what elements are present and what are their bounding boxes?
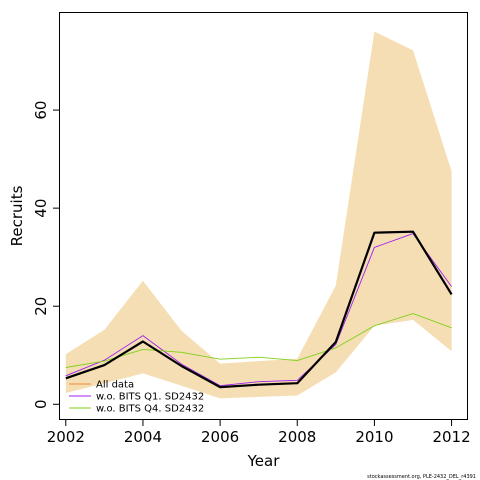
y-tick-label: 0 <box>32 400 50 410</box>
series-line-2 <box>65 233 452 387</box>
x-tick-label: 2002 <box>47 428 85 446</box>
x-tick-label: 2010 <box>355 428 393 446</box>
confidence-band <box>65 31 452 399</box>
y-axis: 0 20 40 60 <box>32 101 60 410</box>
plot-frame <box>59 12 468 420</box>
footnote: stockassessment.org, PLE-2432_DEL_r4391 <box>367 474 476 480</box>
y-tick-label: 60 <box>32 101 50 120</box>
x-tick-label: 2008 <box>278 428 316 446</box>
x-tick-label: 2012 <box>432 428 470 446</box>
series-layer <box>65 230 453 389</box>
series-line-1 <box>65 230 453 389</box>
x-tick-label: 2006 <box>201 428 239 446</box>
legend-label: w.o. BITS Q4. SD2432 <box>96 404 204 415</box>
confidence-band-layer <box>65 31 452 399</box>
legend-label: w.o. BITS Q1. SD2432 <box>96 392 204 403</box>
y-axis-title: Recruits <box>8 185 26 246</box>
y-tick-label: 40 <box>32 199 50 218</box>
x-tick-label: 2004 <box>124 428 162 446</box>
y-tick-label: 20 <box>32 297 50 316</box>
legend-label: All data <box>96 380 134 391</box>
series-line-3 <box>65 313 452 368</box>
x-axis: 2002 2004 2006 2008 2010 2012 <box>47 419 471 446</box>
x-axis-title: Year <box>247 452 281 470</box>
